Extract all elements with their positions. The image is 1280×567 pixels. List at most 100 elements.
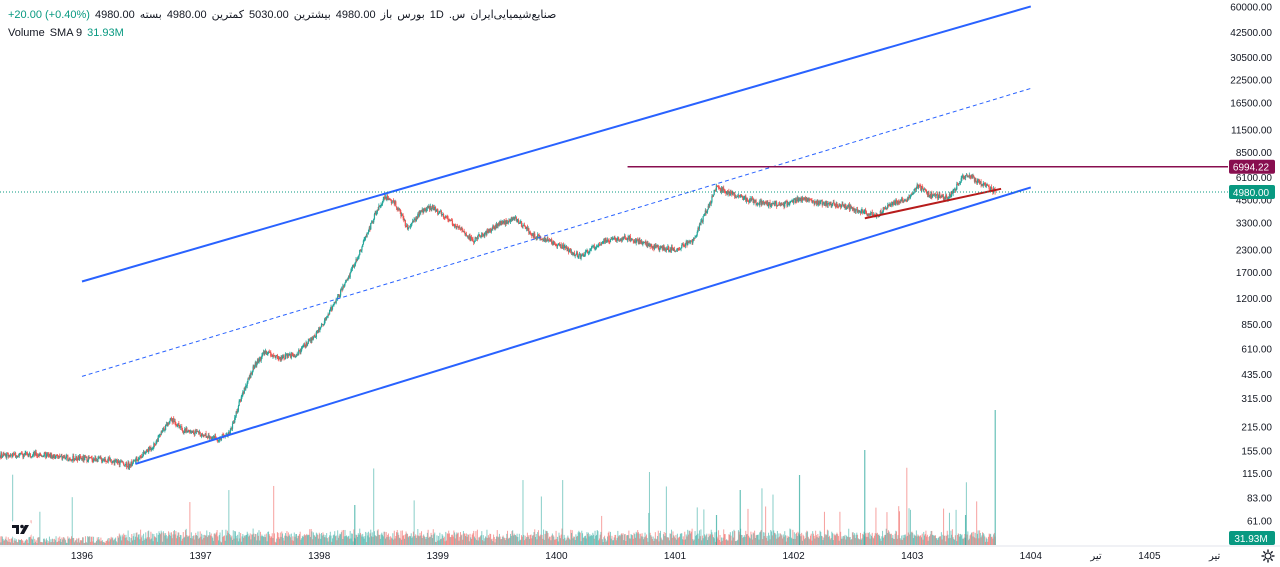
volume-bar: [644, 532, 646, 545]
tradingview-logo-icon[interactable]: [9, 519, 33, 539]
candle-body: [316, 330, 318, 332]
candle-body: [523, 224, 526, 227]
candle-body: [387, 195, 389, 199]
candle-body: [939, 194, 941, 197]
candle-body: [737, 195, 740, 197]
volume-bar: [141, 535, 143, 545]
volume-bar: [596, 530, 598, 545]
volume-bar: [743, 536, 745, 545]
volume-bar: [807, 531, 809, 545]
candle-body: [553, 241, 555, 245]
volume-bar: [485, 537, 487, 545]
gear-icon[interactable]: [1261, 549, 1275, 563]
volume-bar: [142, 540, 144, 545]
volume-bar: [259, 540, 261, 545]
volume-bar: [601, 539, 603, 545]
volume-bar: [373, 468, 375, 545]
volume-bar: [798, 533, 800, 545]
volume-bar: [893, 539, 895, 545]
volume-bar: [933, 535, 935, 545]
candle-body: [545, 239, 548, 242]
candle-body: [76, 459, 78, 461]
candle-body: [817, 200, 819, 205]
volume-bar: [250, 539, 252, 545]
volume-bar: [684, 531, 686, 545]
candle-body: [745, 196, 747, 202]
volume-bar: [408, 536, 410, 545]
candle-body: [892, 201, 895, 204]
candle-body: [881, 211, 884, 214]
candle-body: [361, 246, 363, 251]
candle-body: [409, 226, 412, 228]
candle-body: [92, 458, 95, 462]
candle-body: [701, 220, 703, 222]
volume-bar: [334, 536, 336, 545]
volume-bar: [826, 534, 828, 545]
candle-body: [870, 212, 872, 216]
candle-body: [373, 218, 375, 223]
candle-body: [906, 198, 909, 201]
time-axis[interactable]: 1396 1397 1398 1399 1400 1401 1402 1403 1404 تیر 1…: [0, 545, 1280, 562]
volume-bar: [352, 541, 354, 545]
candle-body: [370, 222, 373, 224]
channel-lower-line: [135, 186, 1032, 465]
candle-body: [112, 460, 114, 463]
candle-body: [764, 202, 766, 204]
volume-bar: [359, 528, 361, 545]
volume-bar: [101, 540, 103, 545]
volume-bar: [482, 535, 484, 545]
volume-bar: [509, 537, 511, 545]
candle-body: [308, 340, 310, 342]
candle-body: [946, 197, 948, 201]
volume-bar: [9, 542, 11, 545]
candle-body: [972, 175, 974, 178]
candle-body: [26, 453, 28, 456]
candle-body: [172, 418, 174, 422]
volume-bar: [443, 536, 445, 545]
volume-bar: [187, 536, 189, 545]
volume-bar: [261, 534, 263, 545]
candle-body: [471, 238, 473, 240]
volume-bar: [689, 530, 691, 545]
volume-bar: [726, 540, 728, 545]
volume-bar: [259, 531, 261, 545]
volume-bar: [950, 530, 952, 545]
volume-bar: [281, 531, 283, 545]
candle-body: [211, 437, 213, 440]
volume-bar: [576, 535, 578, 545]
candle-body: [765, 202, 767, 203]
volume-bar: [603, 537, 605, 545]
volume-bar: [179, 537, 181, 545]
candle-body: [367, 232, 369, 234]
volume-bar: [627, 535, 629, 545]
candle-body: [555, 244, 557, 246]
interval-label[interactable]: 1D: [429, 8, 444, 21]
volume-bar: [975, 538, 977, 545]
volume-bar: [329, 531, 331, 545]
drawings[interactable]: [0, 5, 1228, 465]
volume-bar: [629, 538, 631, 545]
volume-bar: [655, 538, 657, 545]
volume-bar: [840, 538, 842, 545]
candle-body: [762, 201, 764, 203]
volume-bar: [732, 537, 734, 545]
candle-body: [440, 210, 442, 212]
candle-body: [839, 203, 841, 205]
volume-bar: [615, 540, 617, 545]
volume-bar: [847, 536, 849, 545]
candle-body: [275, 356, 277, 358]
volume-bar: [471, 538, 473, 545]
volume-bar: [462, 531, 464, 545]
volume-label[interactable]: Volume: [8, 27, 45, 39]
price-axis[interactable]: 60000.0042500.0030500.0022500.0016500.00…: [1228, 0, 1280, 567]
volume-bar: [303, 535, 305, 545]
symbol-name[interactable]: صنایع‌شیمیایی‌ایران: [470, 9, 557, 21]
volume-bar: [843, 535, 845, 545]
volume-bar: [932, 535, 934, 545]
candle-body: [725, 192, 727, 194]
candle-body: [758, 203, 760, 205]
volume-bar: [634, 537, 636, 545]
candle-body: [815, 201, 817, 203]
volume-bar: [190, 532, 192, 545]
